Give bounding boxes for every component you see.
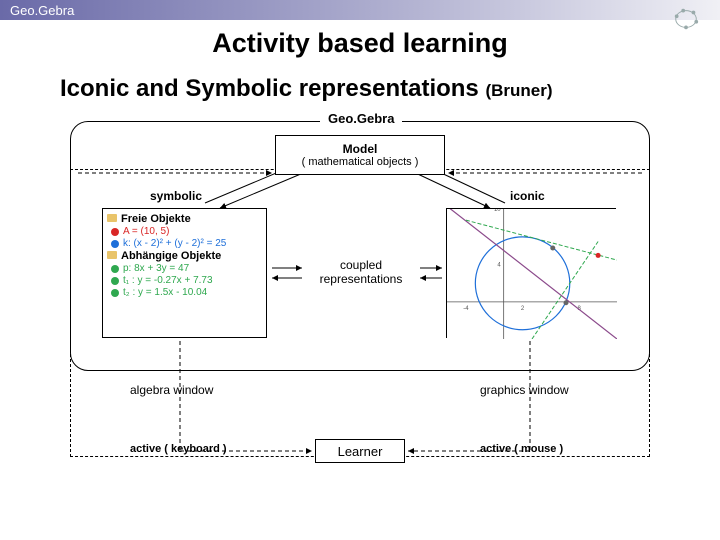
iconic-label: iconic: [510, 189, 545, 203]
algebra-line: k: (x - 2)² + (y - 2)² = 25: [111, 238, 262, 249]
algebra-expression: p: 8x + 3y = 47: [123, 263, 189, 274]
graphics-window-label: graphics window: [480, 383, 569, 397]
algebra-line: t₂ : y = 1.5x - 10.04: [111, 287, 262, 298]
model-box: Model ( mathematical objects ): [275, 135, 445, 175]
algebra-line: p: 8x + 3y = 47: [111, 263, 262, 274]
algebra-window: Freie Objekte A = (10, 5)k: (x - 2)² + (…: [102, 208, 267, 338]
color-dot-icon: [111, 240, 119, 248]
color-dot-icon: [111, 277, 119, 285]
keyboard-label: active ( keyboard ): [130, 443, 227, 455]
algebra-expression: A = (10, 5): [123, 226, 169, 237]
svg-text:-4: -4: [463, 306, 469, 312]
algebra-line: t₁ : y = -0.27x + 7.73: [111, 275, 262, 286]
slide-title: Activity based learning: [0, 28, 720, 59]
graphics-window: -428410: [446, 208, 616, 338]
algebra-expression: t₁ : y = -0.27x + 7.73: [123, 275, 213, 286]
folder-icon: [107, 214, 117, 222]
header-bar: Geo.Gebra: [0, 0, 720, 20]
algebra-expression: k: (x - 2)² + (y - 2)² = 25: [123, 238, 226, 249]
learner-box: Learner: [315, 439, 405, 463]
algebra-expression: t₂ : y = 1.5x - 10.04: [123, 287, 207, 298]
subtitle-note: (Bruner): [485, 81, 552, 100]
subtitle-main: Iconic and Symbolic representations: [60, 75, 485, 102]
coupled-label: coupled representations: [306, 258, 416, 286]
geogebra-logo-icon: [672, 5, 700, 33]
mouse-label: active ( mouse ): [480, 443, 563, 455]
color-dot-icon: [111, 289, 119, 297]
algebra-line: A = (10, 5): [111, 226, 262, 237]
symbolic-label: symbolic: [150, 189, 202, 203]
color-dot-icon: [111, 265, 119, 273]
diagram-container: Geo.Gebra Model ( mathematical objects )…: [60, 113, 660, 493]
algebra-window-label: algebra window: [130, 383, 213, 397]
color-dot-icon: [111, 228, 119, 236]
algebra-group1-title: Freie Objekte: [121, 213, 191, 225]
slide-subtitle: Iconic and Symbolic representations (Bru…: [60, 75, 720, 103]
algebra-group2-title: Abhängige Objekte: [121, 250, 221, 262]
brand-text: Geo.Gebra: [10, 3, 74, 18]
folder-icon: [107, 251, 117, 259]
model-subtitle: ( mathematical objects ): [302, 156, 419, 168]
model-title: Model: [343, 142, 378, 156]
svg-text:10: 10: [494, 209, 501, 213]
coupled-line1: coupled: [306, 258, 416, 272]
coupled-line2: representations: [306, 272, 416, 286]
